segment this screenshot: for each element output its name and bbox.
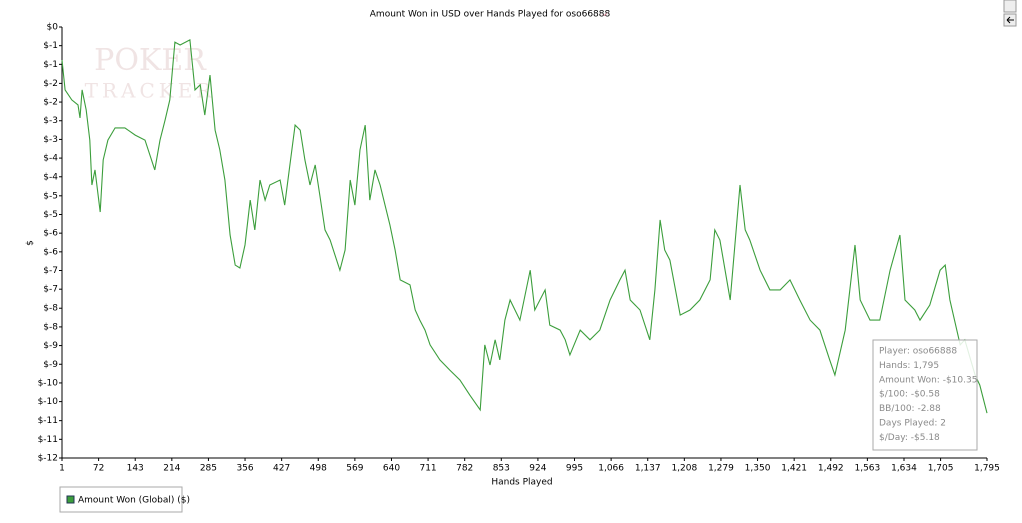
x-tick-label: 1,705 (928, 464, 954, 474)
x-tick-label: 1,795 (974, 464, 1000, 474)
x-tick-label: 1,279 (708, 464, 734, 474)
y-tick-label: $-2 (43, 98, 58, 108)
chart-title: Amount Won in USD over Hands Played for … (370, 10, 611, 20)
tooltip (872, 339, 978, 451)
x-tick-label: 143 (127, 464, 144, 474)
y-tick-label: $-4 (43, 154, 58, 164)
tooltip-line: $/100: -$0.58 (879, 390, 940, 400)
title-icon (600, 12, 608, 16)
x-tick-label: 1,137 (635, 464, 661, 474)
tooltip-line: $/Day: -$5.18 (879, 433, 940, 443)
y-tick-label: $-11 (38, 416, 58, 426)
y-tick-label: $-12 (38, 454, 58, 464)
y-tick-label: $-4 (43, 172, 58, 182)
tooltip-line: Player: oso66888 (879, 347, 957, 357)
tooltip-line: Hands: 1,795 (879, 361, 939, 371)
y-tick-label: $0 (47, 23, 59, 33)
legend-swatch (66, 495, 75, 504)
x-tick-label: 1,066 (598, 464, 624, 474)
y-tick-label: $-11 (38, 435, 58, 445)
y-tick-label: $-3 (43, 116, 58, 126)
x-tick-label: 853 (493, 464, 510, 474)
y-axis-title: $ (26, 240, 36, 246)
y-tick-label: $-8 (43, 304, 58, 314)
y-tick-label: $-3 (43, 135, 58, 145)
x-tick-label: 1,492 (818, 464, 844, 474)
data-line (61, 39, 988, 414)
watermark: TRACKER (85, 79, 216, 103)
x-tick-label: 427 (273, 464, 290, 474)
tooltip-line: Days Played: 2 (879, 419, 946, 429)
x-tick-label: 72 (93, 464, 104, 474)
x-tick-label: 356 (236, 464, 253, 474)
x-tick-label: 995 (566, 464, 583, 474)
y-tick-label: $-5 (43, 210, 58, 220)
y-tick-label: $-2 (43, 79, 58, 89)
y-tick-label: $-8 (43, 322, 58, 332)
x-tick-label: 711 (419, 464, 436, 474)
x-tick-label: 214 (163, 464, 180, 474)
y-tick-label: $-7 (43, 285, 58, 295)
x-tick-label: 1,634 (891, 464, 917, 474)
x-tick-label: 782 (456, 464, 473, 474)
x-tick-label: 924 (529, 464, 546, 474)
y-tick-label: $-6 (43, 247, 58, 257)
x-tick-label: 640 (383, 464, 400, 474)
y-tick-label: $-5 (43, 191, 58, 201)
y-tick-label: $-10 (38, 397, 59, 407)
watermark: POKER (94, 43, 207, 78)
y-tick-label: $-7 (43, 266, 58, 276)
y-tick-label: $-1 (43, 60, 58, 70)
x-axis-title: Hands Played (491, 478, 552, 488)
x-tick-label: 1,563 (854, 464, 880, 474)
x-tick-label: 285 (200, 464, 217, 474)
back-arrow (1006, 16, 1014, 24)
y-tick-label: $-9 (43, 341, 58, 351)
legend (59, 486, 183, 513)
x-tick-label: 1 (59, 464, 65, 474)
zoom-button[interactable] (1003, 0, 1017, 13)
x-tick-label: 1,421 (781, 464, 807, 474)
y-tick-label: $-1 (43, 41, 58, 51)
x-tick-label: 569 (346, 464, 363, 474)
y-tick-label: $-6 (43, 229, 58, 239)
legend-label: Amount Won (Global) ($) (78, 496, 190, 506)
x-tick-label: 498 (310, 464, 327, 474)
x-tick-label: 1,208 (671, 464, 697, 474)
tooltip-line: Amount Won: -$10.35 (879, 375, 977, 385)
x-tick-label: 1,350 (745, 464, 771, 474)
tooltip-line: BB/100: -2.88 (879, 404, 941, 414)
y-tick-label: $-9 (43, 360, 58, 370)
y-tick-label: $-10 (38, 378, 59, 388)
